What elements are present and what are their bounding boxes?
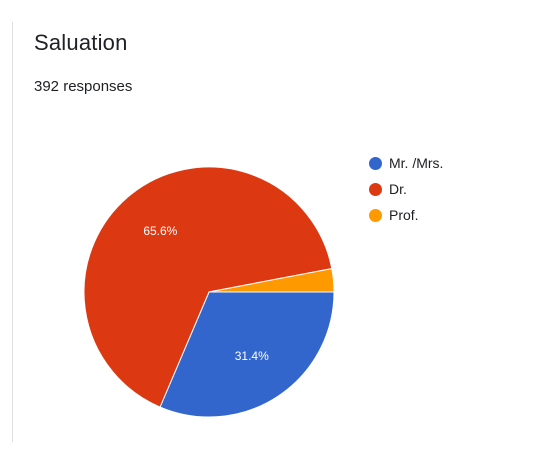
pie-slices [83, 166, 335, 418]
pie-slice-mr-mrs[interactable] [159, 291, 335, 418]
legend-label: Prof. [389, 207, 419, 223]
legend-swatch [369, 208, 382, 222]
legend-item-dr[interactable]: Dr. [369, 176, 443, 202]
pie-slice-value-label: 31.4% [235, 349, 269, 363]
pie-slice-value-label: 65.6% [143, 224, 177, 238]
legend-swatch [369, 182, 382, 196]
legend-swatch [369, 156, 382, 170]
pie-slice-labels: 31.4% 65.6% [143, 224, 269, 363]
response-count: 392 responses [34, 78, 133, 95]
pie-slice-prof[interactable] [208, 267, 335, 293]
chart-title: Saluation [34, 30, 128, 55]
card-left-border [12, 22, 13, 442]
chart-legend: Mr. /Mrs. Dr. Prof. [369, 150, 443, 228]
pie-slice-dr[interactable] [83, 166, 333, 408]
legend-label: Dr. [389, 181, 407, 197]
legend-item-prof[interactable]: Prof. [369, 202, 443, 228]
legend-label: Mr. /Mrs. [389, 155, 444, 171]
legend-item-mr-mrs[interactable]: Mr. /Mrs. [369, 150, 443, 176]
